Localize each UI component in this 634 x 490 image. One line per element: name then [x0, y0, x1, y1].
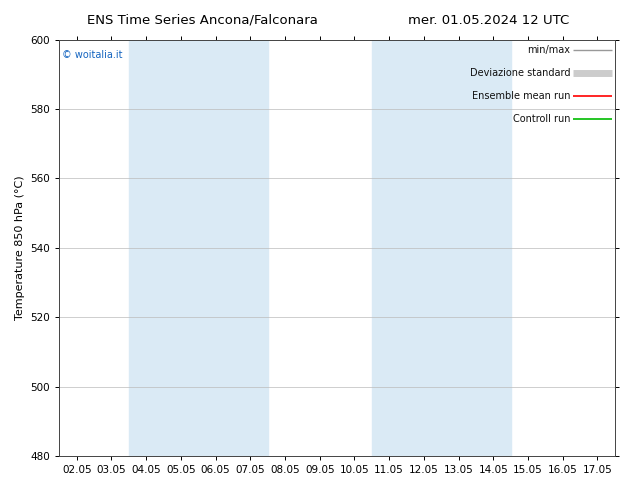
Text: mer. 01.05.2024 12 UTC: mer. 01.05.2024 12 UTC	[408, 14, 569, 27]
Y-axis label: Temperature 850 hPa (°C): Temperature 850 hPa (°C)	[15, 175, 25, 320]
Text: Controll run: Controll run	[513, 114, 571, 124]
Text: Deviazione standard: Deviazione standard	[470, 68, 571, 78]
Text: © woitalia.it: © woitalia.it	[62, 50, 122, 60]
Text: min/max: min/max	[527, 45, 571, 55]
Bar	[129, 40, 268, 456]
Text: ENS Time Series Ancona/Falconara: ENS Time Series Ancona/Falconara	[87, 14, 318, 27]
Text: Ensemble mean run: Ensemble mean run	[472, 91, 571, 101]
Bar	[372, 40, 510, 456]
